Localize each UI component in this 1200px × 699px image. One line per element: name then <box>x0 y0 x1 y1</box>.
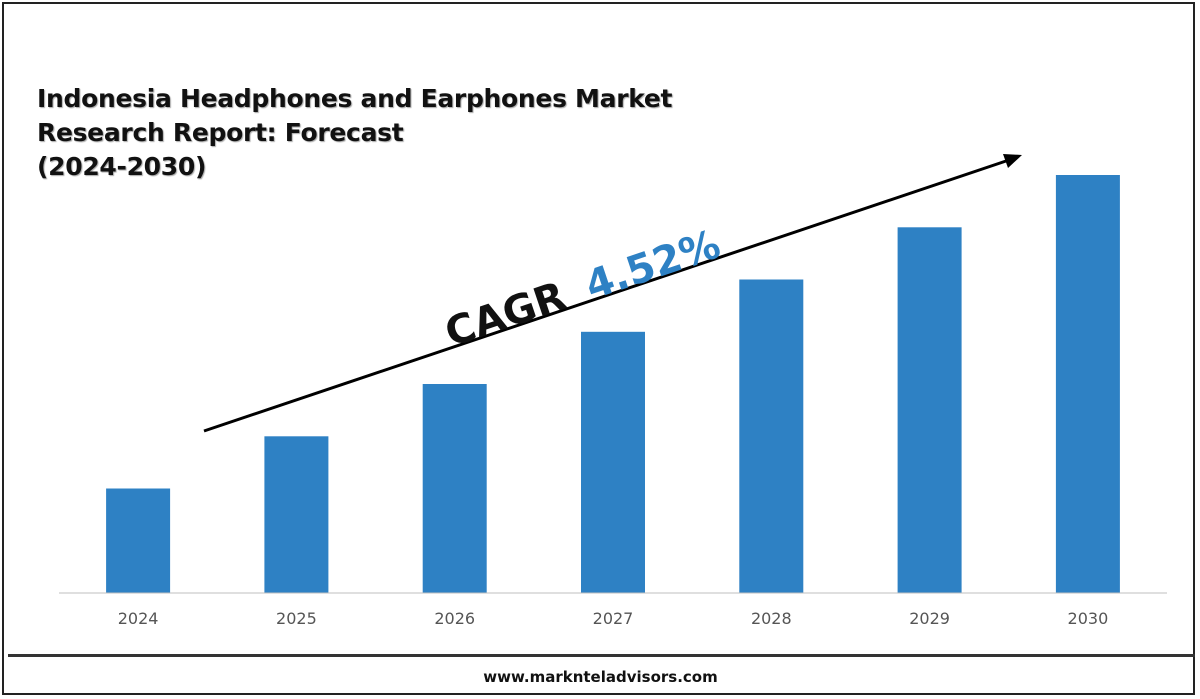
x-tick-labels: 2024 2025 2026 2027 2028 2029 2030 <box>118 609 1109 628</box>
x-tick-2029: 2029 <box>909 609 950 628</box>
title-line-1: Indonesia Headphones and Earphones Marke… <box>37 84 673 113</box>
trend-arrow <box>203 154 1022 433</box>
bar-2030 <box>1055 175 1120 593</box>
x-tick-2030: 2030 <box>1068 609 1109 628</box>
footer-url: www.marknteladvisors.com <box>483 668 718 686</box>
cagr-value: 4.52% <box>580 221 726 309</box>
bars-group <box>106 175 1120 594</box>
title-line-3: (2024-2030) <box>37 152 207 181</box>
trend-arrow-line <box>203 158 1010 433</box>
footer-divider <box>8 654 1195 657</box>
trend-arrow-head <box>1003 154 1022 168</box>
x-tick-2028: 2028 <box>751 609 792 628</box>
x-tick-2026: 2026 <box>434 609 475 628</box>
bar-2025 <box>264 436 329 594</box>
bar-chart: 2024 2025 2026 2027 2028 2029 2030 CAGR 4.52% <box>59 154 1167 628</box>
bar-2029 <box>897 227 962 594</box>
bar-2027 <box>581 331 645 594</box>
bar-2026 <box>422 384 487 593</box>
chart-title: Indonesia Headphones and Earphones Marke… <box>37 82 797 184</box>
x-tick-2027: 2027 <box>593 609 634 628</box>
bar-2024 <box>106 488 171 593</box>
title-line-2: Research Report: Forecast <box>37 118 404 147</box>
bar-2028 <box>739 279 804 593</box>
x-tick-2025: 2025 <box>276 609 317 628</box>
x-tick-2024: 2024 <box>118 609 159 628</box>
cagr-label: CAGR <box>440 273 572 356</box>
